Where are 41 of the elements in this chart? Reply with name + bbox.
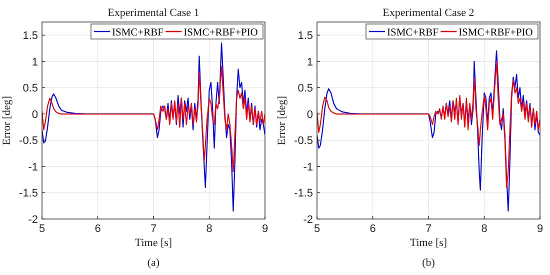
line-series [42, 42, 265, 212]
legend-label: ISMC+RBF+PIO [184, 28, 258, 38]
y-axis-title: Error [deg] [276, 96, 288, 146]
legend-label: ISMC+RBF [112, 28, 164, 38]
y-tick-label: 0.5 [22, 82, 38, 95]
y-tick-label: -2 [28, 214, 38, 226]
legend-label: ISMC+RBF [387, 28, 439, 38]
x-axis-title: Time [s] [410, 237, 448, 249]
text: (a) [147, 257, 160, 269]
chart-title: Experimental Case 2 [382, 7, 474, 19]
line-series [42, 66, 265, 172]
y-tick-label: 0 [306, 108, 313, 121]
y-tick-label: -2 [303, 214, 313, 226]
y-tick-label: 0 [32, 108, 38, 121]
y-tick-label: 1 [32, 56, 38, 68]
x-axis-title: Time [s] [134, 237, 172, 249]
x-tick-label: 6 [94, 223, 101, 235]
y-tick-label: -1 [28, 161, 38, 174]
x-tick-label: 8 [481, 223, 488, 235]
x-tick-label: 5 [38, 223, 46, 235]
chart-title: Experimental Case 1 [108, 7, 200, 19]
x-tick-label: 5 [314, 223, 320, 235]
legend-label: ISMC+RBF+PIO [458, 28, 534, 38]
y-tick-label: -1 [303, 161, 313, 174]
y-tick-label: -1.5 [294, 188, 313, 200]
text: (b) [422, 257, 436, 269]
x-tick-label: 7 [425, 223, 432, 235]
line-series [317, 60, 540, 188]
y-tick-label: 1.5 [298, 30, 313, 42]
y-tick-label: -0.5 [19, 135, 38, 148]
x-tick-label: 9 [262, 223, 268, 235]
y-tick-label: -1.5 [19, 188, 38, 200]
y-tick-label: -0.5 [294, 135, 313, 148]
y-tick-label: 1.5 [22, 30, 38, 42]
y-axis-title: Error [deg] [1, 96, 13, 146]
y-tick-label: 0.5 [298, 82, 313, 95]
x-tick-label: 7 [150, 223, 157, 235]
x-tick-label: 8 [206, 223, 212, 235]
y-tick-label: 1 [306, 56, 313, 68]
x-tick-label: 6 [370, 223, 376, 235]
x-tick-label: 9 [536, 223, 544, 235]
